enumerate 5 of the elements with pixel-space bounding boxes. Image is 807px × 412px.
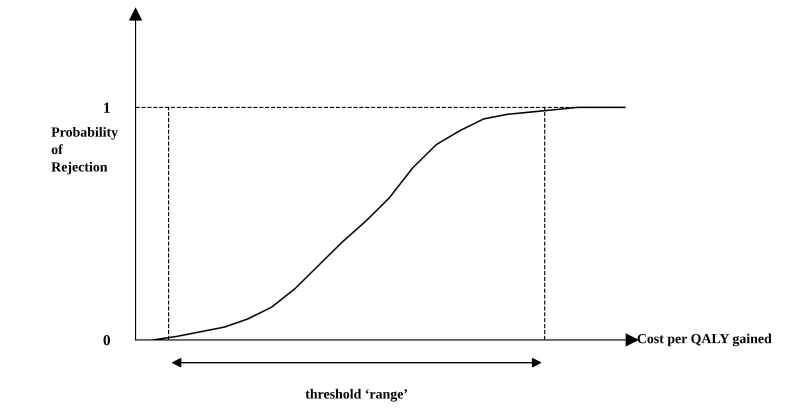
x-axis-title: Cost per QALY gained (638, 334, 772, 346)
text: threshold ‘range’ (305, 388, 408, 402)
y-tick-label: 1 (104, 102, 110, 113)
y-tick-label: 0 (104, 335, 110, 346)
y-axis-title: Probability of Rejection (51, 126, 118, 174)
